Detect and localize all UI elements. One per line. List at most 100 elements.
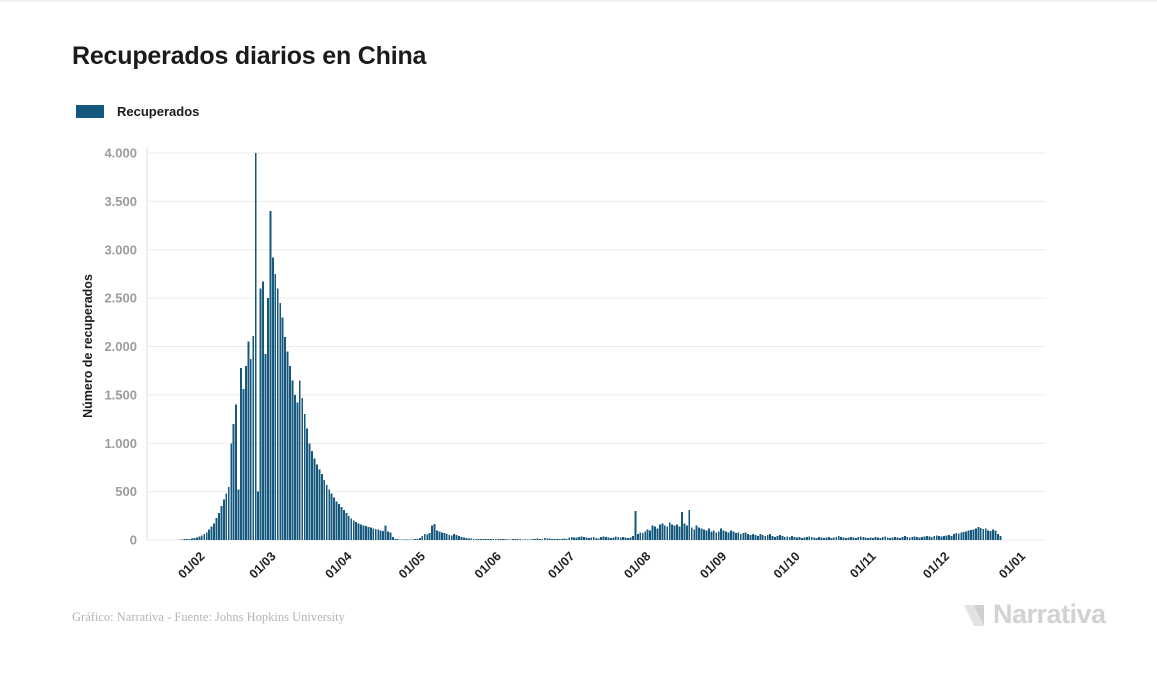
bar [323, 480, 326, 540]
bar [781, 536, 784, 540]
bar [830, 538, 833, 541]
bar [352, 520, 355, 540]
bar [587, 538, 590, 541]
y-tick-label: 1.500 [104, 387, 137, 402]
bar [908, 537, 911, 540]
bar [673, 525, 676, 540]
bar [372, 528, 375, 540]
bar [423, 534, 426, 540]
bar [663, 525, 666, 540]
bar [889, 538, 892, 541]
bar [382, 530, 385, 540]
bar [475, 539, 478, 540]
bar [614, 536, 617, 540]
bar [783, 537, 786, 540]
bar [906, 537, 909, 540]
bar [340, 507, 343, 541]
bar [960, 532, 963, 540]
y-tick-label: 3.500 [104, 194, 137, 209]
y-tick-label: 1.000 [104, 436, 137, 451]
bar [235, 404, 238, 540]
bar [690, 527, 693, 540]
bar [298, 380, 301, 540]
bar [230, 443, 233, 540]
bar [414, 539, 416, 540]
bar [886, 537, 889, 540]
bar [612, 537, 615, 540]
bar [720, 528, 723, 540]
bar [754, 535, 757, 540]
bar [377, 529, 380, 540]
bar [597, 538, 600, 540]
bar [345, 512, 348, 540]
bar [281, 317, 284, 540]
bar [769, 534, 772, 540]
bar [965, 531, 968, 540]
bar [208, 529, 211, 540]
bar [254, 153, 257, 540]
bar [864, 537, 867, 540]
legend-label: Recuperados [117, 104, 200, 119]
bar [752, 534, 754, 540]
bar [213, 523, 215, 540]
bar [563, 538, 566, 540]
bar [899, 538, 901, 541]
x-tick-label: 01/08 [621, 549, 653, 581]
bar [840, 537, 843, 540]
bar [634, 510, 637, 540]
bar [529, 539, 531, 540]
bar [205, 532, 208, 540]
bar [195, 537, 198, 540]
bar [933, 536, 936, 540]
bar [467, 538, 470, 540]
bar [247, 341, 250, 540]
bar [264, 354, 267, 540]
bar [507, 539, 509, 540]
bar [705, 530, 708, 541]
x-tick-label: 01/10 [771, 549, 803, 581]
bar [997, 534, 999, 540]
bar [950, 536, 953, 540]
bar [590, 537, 593, 540]
bar [431, 525, 433, 540]
bar [313, 458, 316, 540]
bar [607, 537, 610, 540]
bar [801, 538, 803, 541]
bar [622, 537, 625, 540]
x-tick-label: 01/07 [545, 549, 577, 581]
bar [384, 525, 387, 540]
bar [320, 474, 323, 540]
bar [436, 530, 438, 541]
bar [644, 531, 647, 540]
bar [316, 464, 318, 540]
bar [460, 537, 463, 540]
bar [580, 536, 583, 540]
bar [810, 537, 813, 540]
bar [707, 528, 710, 540]
bar [972, 529, 975, 540]
bar [342, 510, 345, 540]
bar [485, 539, 487, 540]
bar [284, 336, 287, 540]
bar [903, 536, 906, 540]
bar [847, 537, 850, 540]
bar [850, 537, 852, 540]
bar [984, 528, 987, 540]
bar [369, 527, 372, 540]
bar [632, 536, 634, 540]
bar [516, 538, 519, 540]
bar [210, 526, 213, 541]
bar [734, 533, 737, 540]
bar [793, 537, 796, 540]
bar [578, 537, 580, 540]
bar [193, 538, 196, 541]
bar [808, 536, 811, 540]
y-tick-label: 2.500 [104, 291, 137, 306]
bar [433, 524, 436, 540]
x-tick-label: 01/09 [697, 549, 729, 581]
bar [928, 536, 931, 540]
bar [712, 530, 715, 541]
bar [318, 469, 321, 540]
bar [511, 539, 514, 540]
bar [989, 530, 992, 540]
